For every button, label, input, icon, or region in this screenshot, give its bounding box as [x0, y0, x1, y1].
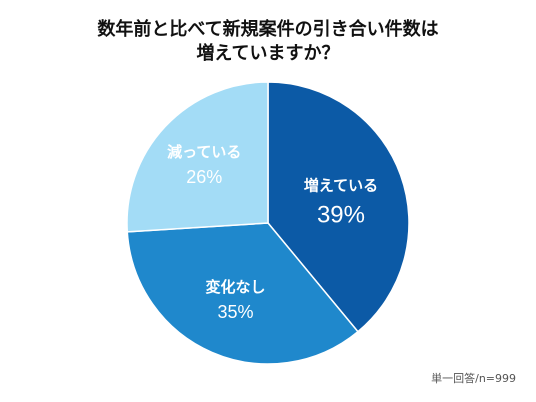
pie-slice-label-3: 減っている	[167, 143, 241, 161]
chart-title-line1: 数年前と比べて新規案件の引き合い件数は	[97, 19, 439, 40]
chart-title-line2: 増えていますか？	[196, 43, 340, 64]
footnote: 単一回答/n=999	[431, 372, 516, 385]
pie-slice-label-1: 増えている	[304, 177, 378, 195]
pie-slice-value-2: 35%	[218, 302, 254, 322]
pie-slice-label-2: 変化なし	[206, 278, 266, 296]
pie-slice-2	[126, 222, 359, 365]
chart-title: 数年前と比べて新規案件の引き合い件数は 増えていますか？	[0, 18, 536, 66]
pie-slice-value-3: 26%	[186, 167, 222, 187]
pie-slice-value-1: 39%	[317, 202, 365, 229]
pie-slice-1	[267, 81, 410, 333]
pie-slice-3	[126, 81, 269, 233]
